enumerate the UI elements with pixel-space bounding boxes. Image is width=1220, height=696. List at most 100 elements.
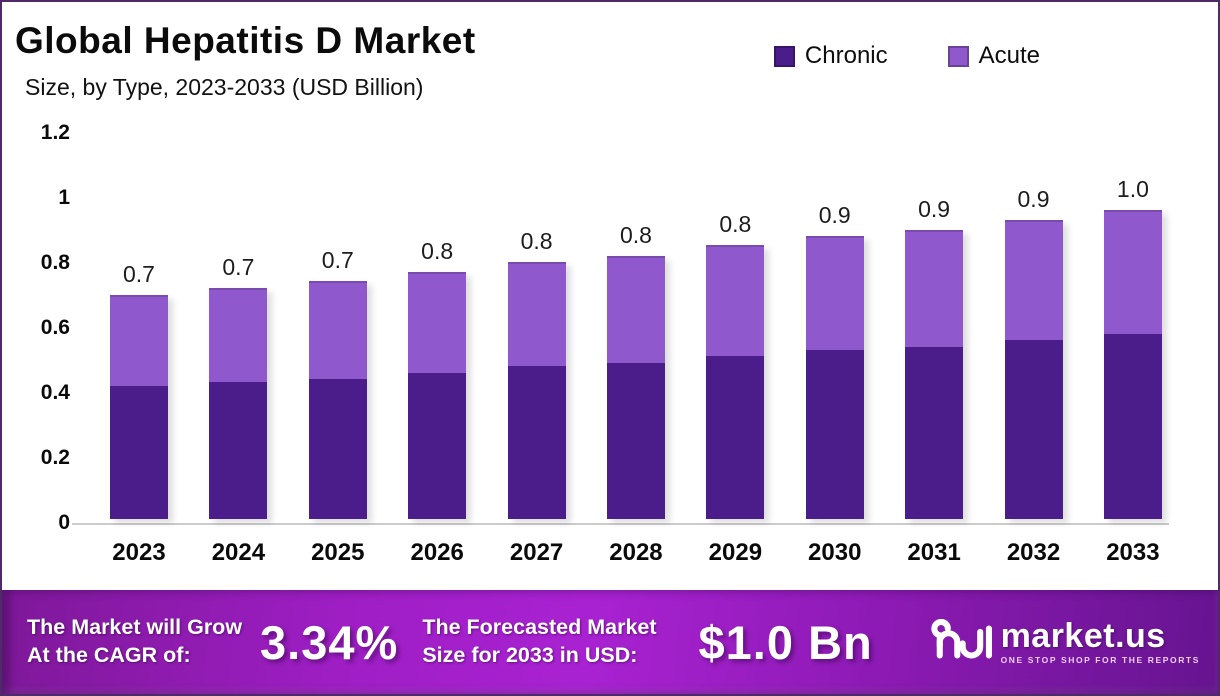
bar-stack [606, 256, 665, 519]
legend-label: Acute [978, 42, 1040, 69]
bar-segment-acute [706, 245, 765, 356]
bar-stack [110, 295, 168, 519]
bar-total-label: 0.7 [321, 247, 354, 273]
bar-segment-acute [408, 272, 467, 373]
bar-segment-chronic [706, 356, 765, 519]
cagr-label: The Market will Grow At the CAGR of: [27, 614, 242, 670]
bar-group-2031: 0.9 2031 [905, 196, 964, 566]
x-axis-label: 2024 [211, 539, 266, 566]
legend-item-chronic: Chronic [773, 42, 888, 70]
bar-stack [408, 272, 467, 519]
forecast-label: The Forecasted Market Size for 2033 in U… [422, 614, 656, 670]
cagr-label-line2: At the CAGR of: [27, 643, 191, 667]
bar-segment-chronic [110, 386, 168, 519]
bar-segment-acute [1004, 220, 1063, 340]
cagr-value: 3.34% [260, 615, 399, 669]
y-axis-tick: 0 [58, 511, 70, 534]
bar-stack [1103, 210, 1162, 519]
bar-segment-acute [1103, 210, 1162, 334]
bar-segment-chronic [905, 347, 964, 519]
y-axis: 1.2 1 0.8 0.6 0.4 0.2 0 [28, 2, 70, 694]
y-axis-tick: 0.8 [40, 251, 70, 274]
bar-total-label: 0.9 [1017, 186, 1050, 212]
bar-total-label: 0.7 [123, 261, 155, 287]
bar-segment-chronic [1103, 334, 1162, 519]
bar-segment-acute [606, 256, 665, 363]
bar-total-label: 0.8 [520, 228, 553, 254]
brand-name: market.us [1000, 617, 1166, 656]
legend-item-acute: Acute [947, 42, 1040, 70]
bar-stack [209, 288, 268, 519]
x-axis-label: 2028 [609, 539, 663, 566]
bar-total-label: 0.7 [222, 254, 255, 280]
x-axis-label: 2027 [509, 539, 564, 566]
bar-segment-chronic [209, 382, 268, 519]
bar-total-label: 0.8 [421, 238, 454, 264]
page-subtitle: Size, by Type, 2023-2033 (USD Billion) [25, 74, 424, 100]
bar-stack [1004, 220, 1063, 519]
bar-stack [706, 245, 765, 519]
footer-banner: The Market will Grow At the CAGR of: 3.3… [2, 590, 1218, 694]
bar-chart: 0.7 2023 0.7 2024 0.7 2025 0.8 2026 0.8 2027 0.8 20… [110, 176, 1162, 566]
page-title: Global Hepatitis D Market [15, 20, 476, 61]
y-axis-tick: 1.2 [40, 121, 70, 144]
brand-text: market.us ONE STOP SHOP FOR THE REPORTS [1001, 619, 1200, 665]
bar-segment-acute [209, 288, 268, 382]
bar-segment-acute [110, 295, 168, 386]
bar-total-label: 0.8 [619, 222, 652, 248]
bar-group-2030: 0.9 2030 [805, 202, 864, 566]
bar-group-2024: 0.7 2024 [209, 254, 268, 566]
bar-stack [905, 230, 964, 519]
y-axis-tick: 1 [58, 186, 70, 209]
bar-segment-acute [905, 230, 964, 347]
marketus-logo-icon [930, 619, 993, 665]
x-axis-label: 2029 [708, 539, 763, 566]
bar-group-2026: 0.8 2026 [408, 238, 467, 566]
bar-total-label: 0.9 [918, 196, 951, 222]
forecast-value: $1.0 Bn [698, 615, 873, 669]
x-axis-label: 2030 [808, 539, 862, 566]
forecast-label-line1: The Forecasted Market [422, 615, 657, 640]
bar-group-2033: 1.0 2033 [1103, 176, 1162, 566]
bar-segment-acute [805, 236, 864, 350]
bar-group-2025: 0.7 2025 [308, 247, 367, 566]
bar-stack [507, 262, 566, 519]
x-axis-label: 2026 [410, 539, 464, 566]
bar-stack [308, 281, 367, 519]
x-axis-label: 2033 [1106, 539, 1160, 566]
bar-group-2029: 0.8 2029 [706, 211, 765, 566]
x-axis-label: 2025 [311, 539, 365, 566]
bar-segment-acute [507, 262, 566, 366]
forecast-label-line2: Size for 2033 in USD: [422, 643, 638, 667]
bar-segment-chronic [308, 379, 367, 519]
y-axis-tick: 0.4 [40, 381, 70, 404]
legend-swatch-chronic [773, 45, 795, 67]
x-axis-label: 2023 [112, 539, 166, 566]
bar-segment-chronic [507, 366, 566, 519]
bar-total-label: 1.0 [1116, 176, 1149, 202]
chart-legend: Chronic Acute [773, 42, 1040, 70]
brand-logo: market.us ONE STOP SHOP FOR THE REPORTS [930, 619, 1200, 665]
bar-segment-chronic [805, 350, 864, 519]
brand-tagline: ONE STOP SHOP FOR THE REPORTS [1000, 655, 1200, 666]
bar-segment-acute [308, 281, 367, 379]
bar-stack [805, 236, 864, 519]
y-axis-tick: 0.2 [40, 446, 70, 469]
bar-segment-chronic [606, 363, 665, 519]
bar-segment-chronic [408, 373, 467, 519]
bar-segment-chronic [1004, 340, 1063, 519]
x-axis-label: 2031 [907, 539, 961, 566]
bar-group-2028: 0.8 2028 [606, 222, 665, 566]
legend-label: Chronic [804, 42, 888, 69]
legend-swatch-acute [947, 45, 969, 67]
x-axis-line [72, 523, 1169, 525]
y-axis-tick: 0.6 [40, 316, 70, 339]
cagr-label-line1: The Market will Grow [27, 615, 243, 640]
bar-group-2032: 0.9 2032 [1004, 186, 1063, 566]
bar-group-2023: 0.7 2023 [110, 261, 168, 566]
bar-total-label: 0.8 [719, 211, 752, 237]
x-axis-label: 2032 [1006, 539, 1061, 566]
bar-group-2027: 0.8 2027 [507, 228, 566, 566]
bar-total-label: 0.9 [818, 202, 851, 228]
